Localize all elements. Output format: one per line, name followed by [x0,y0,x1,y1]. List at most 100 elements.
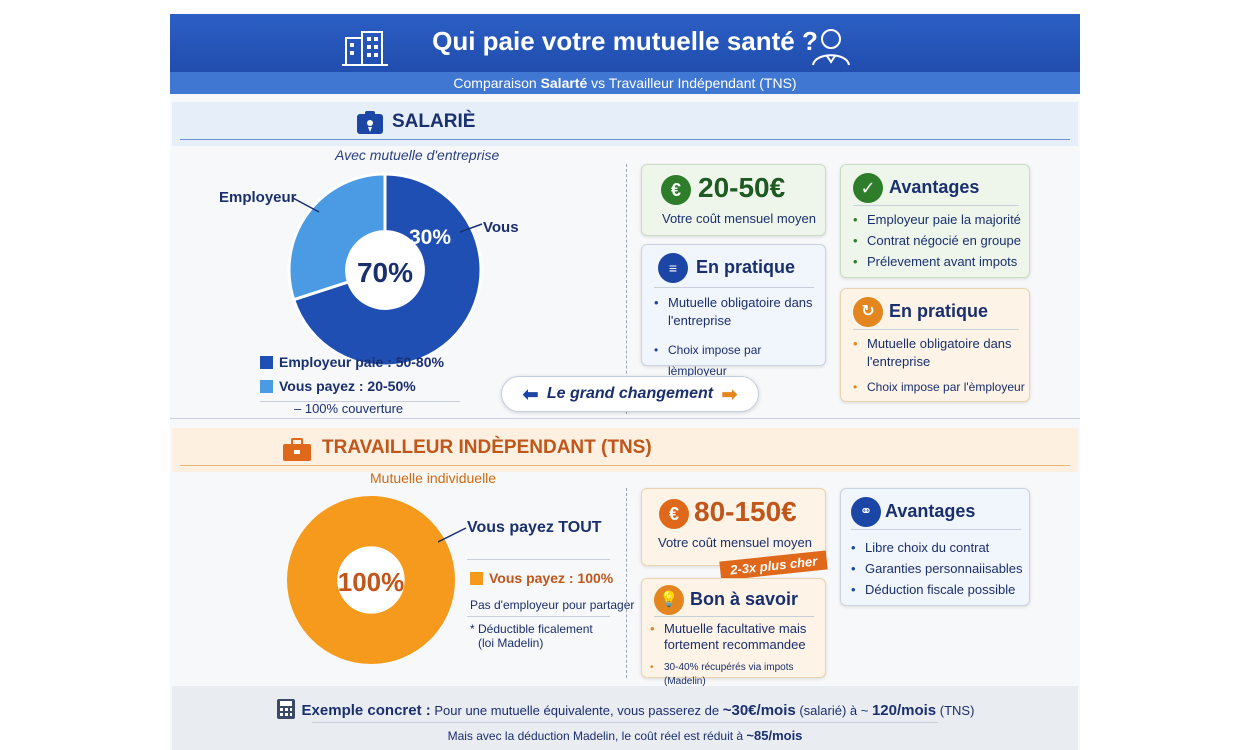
tns-leader-line [438,527,467,543]
salarie-pratique-list: Mutuelle obligatoire dans l'entreprise C… [654,294,819,382]
tns-note-separator [467,616,610,617]
footer-value-a: ~30€/mois [722,702,796,719]
tns-bon-list: Mutuelle facultative mais fortement reco… [650,621,822,689]
pie-slice-vous-payez-tout [287,496,455,664]
footer-line2-value: ~85/mois [746,728,803,743]
salarie-section-bar: SALARIÈ [172,102,1078,146]
arrow-right-icon: ➡ [721,383,738,406]
footer-value-b: 120/mois [871,702,937,719]
footer-text-b: (salarié) à ~ [795,703,872,718]
grand-changement-pill: ⬅ Le grand changement ➡ [501,376,759,412]
tns-note-employeur: Pas d'employeur pour partager [470,598,635,612]
tns-section-bar: TRAVAILLEUR INDÈPENDANT (TNS) [172,428,1078,472]
arrow-left-icon: ⬅ [522,383,539,406]
checkmark-icon: ✓ [853,173,883,203]
salarie-price: 20-50€ [698,172,786,203]
building-icon [342,31,388,66]
tns-pie-label: Vous payez TOUT [467,519,602,536]
salarie-avantages-list: Employeur paie la majorité Contrat négoc… [853,209,1028,272]
subtitle-prefix: Comparaison [453,75,541,91]
footer-label: Exemple concret : [301,702,431,719]
legend-swatch-tns [470,571,483,585]
pie-center-hole [346,231,424,309]
list-item: Mutuelle facultative mais fortement reco… [650,621,822,653]
tns-pie-chart: 100% [287,496,455,664]
lightbulb-icon: 💡 [654,585,684,615]
tns-note-madelin-2: (loi Madelin) [478,636,544,650]
footer-example: Exemple concret : Pour une mutuelle équi… [172,686,1078,750]
salarie-pratique2-title: En pratique [889,301,989,321]
pratique2-separator [853,329,1019,330]
salarie-pie-chart: 70%30% [287,172,483,368]
pie-center-hole [337,546,405,614]
header-banner: Qui paie votre mutuelle santé ? Comparai… [170,14,1080,94]
refresh-icon: ↻ [853,297,883,327]
tns-label-separator [467,559,610,560]
list-item: Prélevement avant impots [853,251,1028,272]
euro-icon: € [659,499,689,529]
tns-note-madelin-1: * Déductible ficalement [470,622,593,636]
salarie-vertical-divider [626,164,627,414]
list-item: Choix impose par l'èmployeur [853,377,1028,398]
footer-text-a: Pour une mutuelle équivalente, vous pass… [430,703,723,718]
list-item: Garanties personnaiisables [851,558,1029,579]
calculator-icon [276,699,295,719]
tns-bon-card: 💡 Bon à savoir Mutuelle facultative mais… [641,578,826,687]
id-badge-icon [357,111,383,134]
vous-leader-line [460,223,483,233]
list-item: Employeur paie la majorité [853,209,1028,230]
subtitle-bold: Salarté [540,75,588,91]
salarie-pratique-card: ≡ En pratique Mutuelle obligatoire dans … [641,244,826,378]
legend-employeur-label: Employeur paie : 50-80% [279,354,444,370]
legend-swatch-vous [260,379,273,393]
pie-data-label: 30% [409,226,451,249]
tns-pie-caption: Mutuelle individuelle [370,470,497,486]
pie-label-employeur: Employeur [219,189,297,206]
pie-data-label: 100% [338,567,405,597]
pie-label-vous: Vous [483,219,519,236]
tns-avantages-card: ⚭ Avantages Libre choix du contrat Garan… [840,488,1030,606]
infographic-canvas: Qui paie votre mutuelle santé ? Comparai… [170,14,1080,750]
legend-tns-label: Vous payez : 100% [489,570,614,586]
page-title: Qui paie votre mutuelle santé ? [432,26,818,56]
tns-title: TRAVAILLEUR INDÈPENDANT (TNS) [322,437,652,458]
salarie-bar-underline [180,139,1070,140]
pie-data-label: 70% [357,257,413,288]
salarie-pratique2-list: Mutuelle obligatoire dans l'entreprise C… [853,335,1028,398]
legend-employeur: Employeur paie : 50-80% [260,354,444,370]
user-icon [812,29,850,66]
list-item: 30-40% récupérés via impots (Madelin) [650,661,822,689]
salarie-pratique2-card: ↻ En pratique Mutuelle obligatoire dans … [840,288,1030,402]
euro-icon: € [661,175,691,205]
employeur-leader-line [293,197,320,213]
tns-avantages-list: Libre choix du contrat Garanties personn… [851,537,1029,600]
legend-swatch-employeur [260,355,273,369]
briefcase-icon [283,438,311,461]
legend-separator [260,401,460,402]
salarie-pie-caption: Avec mutuelle d'entreprise [335,147,500,163]
link-icon: ⚭ [851,497,881,527]
tns-bon-title: Bon à savoir [690,589,799,609]
tns-price-caption: Votre coût mensuel moyen [658,535,812,550]
coverage-note: – 100% couverture [294,401,404,416]
salarie-price-caption: Votre coût mensuel moyen [662,211,816,226]
footer-line2-text: Mais avec la déduction Madelin, le coût … [447,729,747,743]
list-item: Libre choix du contrat [851,537,1029,558]
footer-line-2: Mais avec la déduction Madelin, le coût … [172,728,1078,743]
salarie-title: SALARIÈ [392,111,476,132]
document-icon: ≡ [658,253,688,283]
list-item: Choix impose par lèmployeur [654,340,819,382]
pratique-separator [654,287,814,288]
footer-text-c: (TNS) [936,703,975,718]
legend-vous: Vous payez : 20-50% [260,378,416,394]
legend-vous-label: Vous payez : 20-50% [279,378,416,394]
legend-tns: Vous payez : 100% [470,570,613,586]
tns-bar-underline [180,465,1070,466]
bon-separator [654,616,814,617]
salarie-pratique-title: En pratique [696,257,796,277]
salarie-avantages-title: Avantages [889,177,980,197]
tns-avantages-separator [851,529,1021,530]
footer-separator [312,722,938,723]
subtitle-suffix: vs Travailleur Indépendant (TNS) [587,75,797,91]
page-subtitle: Comparaison Salarté vs Travailleur Indép… [170,72,1080,94]
